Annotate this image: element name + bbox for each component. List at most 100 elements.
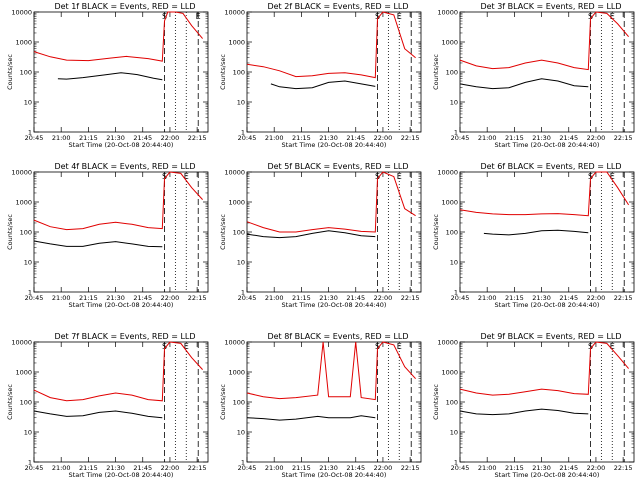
plot-frame [33,171,209,293]
x-tick-label: 21:15 [79,134,98,142]
y-tick-label: 10 [237,259,245,267]
x-tick-label: 21:45 [346,294,365,302]
y-tick-label: 10 [237,429,245,437]
series-line [33,341,203,402]
plot-frame [246,341,422,463]
y-tick-label: 10000 [437,9,458,17]
y-tick-label: 1000 [228,369,245,377]
series-line [246,171,416,233]
y-tick-label: 10000 [11,339,32,347]
series-line [246,230,376,239]
x-tick-label: 22:00 [161,134,180,142]
x-axis-label: Start Time (20-Oct-08 20:44:40) [69,471,174,479]
x-axis-label: Start Time (20-Oct-08 20:44:40) [495,301,600,309]
series-line [33,171,203,231]
x-tick-label: 22:15 [614,294,633,302]
y-axis-label: Counts/sec [6,384,14,420]
y-tick-label: 10 [450,429,458,437]
x-tick-label: 22:15 [188,134,207,142]
x-tick-label: 21:15 [505,464,524,472]
y-tick-label: 1 [28,129,32,137]
x-tick-label: 21:30 [106,464,125,472]
x-tick-label: 22:00 [374,464,393,472]
x-tick-label: 22:00 [374,134,393,142]
chart-title: Det 3f BLACK = Events, RED = LLD [480,2,621,11]
event-marker-label: E [196,12,201,21]
y-tick-label: 1000 [15,39,32,47]
y-axis-label: Counts/sec [6,54,14,90]
x-tick-label: 21:45 [133,294,152,302]
y-tick-label: 10 [450,259,458,267]
event-marker-label: E [610,172,615,181]
chart-panel: Det 1f BLACK = Events, RED = LLD 1 10 100 10… [6,2,209,149]
y-tick-label: 1000 [15,199,32,207]
chart-title: Det 7f BLACK = Events, RED = LLD [54,332,195,341]
x-tick-label: 21:00 [478,464,497,472]
x-tick-label: 22:00 [161,464,180,472]
x-tick-label: 21:30 [319,464,338,472]
series-line [459,11,629,71]
y-axis-label: Counts/sec [219,214,227,250]
x-tick-label: 20:45 [25,134,44,142]
x-tick-label: 21:00 [478,294,497,302]
x-tick-label: 21:30 [532,134,551,142]
x-tick-label: 22:00 [587,464,606,472]
y-axis-label: Counts/sec [432,54,440,90]
x-tick-label: 21:45 [346,134,365,142]
event-marker-label: E [397,12,402,21]
chart-title: Det 8f BLACK = Events, RED = LLD [267,332,408,341]
x-tick-label: 21:00 [478,134,497,142]
x-tick-label: 22:15 [188,464,207,472]
series-line [246,11,416,79]
y-tick-label: 10000 [224,9,245,17]
y-axis-label: Counts/sec [432,384,440,420]
x-tick-label: 21:00 [52,294,71,302]
chart-panel: Det 5f BLACK = Events, RED = LLD 1 10 100 10… [219,162,422,309]
x-tick-label: 22:00 [374,294,393,302]
x-tick-label: 21:00 [265,134,284,142]
chart-panel: Det 9f BLACK = Events, RED = LLD 1 10 100 10… [432,332,635,479]
y-tick-label: 100 [233,399,245,407]
y-axis-label: Counts/sec [6,214,14,250]
y-tick-label: 10 [450,99,458,107]
series-line [33,11,203,62]
x-tick-label: 21:30 [532,464,551,472]
chart-panel: Det 2f BLACK = Events, RED = LLD 1 10 100 10… [219,2,422,149]
y-tick-label: 1 [454,289,458,297]
y-tick-label: 1000 [441,369,458,377]
x-tick-label: 21:30 [106,134,125,142]
y-tick-label: 1 [241,129,245,137]
x-axis-label: Start Time (20-Oct-08 20:44:40) [282,141,387,149]
x-tick-label: 21:00 [52,134,71,142]
event-marker-label: S [375,342,380,351]
series-line [33,410,163,419]
x-tick-label: 22:15 [401,294,420,302]
y-tick-label: 10 [24,99,32,107]
x-tick-label: 20:45 [238,134,257,142]
x-tick-label: 21:45 [559,134,578,142]
y-tick-label: 1000 [228,39,245,47]
chart-title: Det 4f BLACK = Events, RED = LLD [54,162,195,171]
event-marker-label: S [375,12,380,21]
chart-title: Det 9f BLACK = Events, RED = LLD [480,332,621,341]
event-marker-label: S [588,12,593,21]
y-tick-label: 10 [237,99,245,107]
y-tick-label: 1 [241,459,245,467]
event-marker-label: E [184,342,189,351]
chart-panel: Det 8f BLACK = Events, RED = LLD 1 10 100 10… [219,332,422,479]
x-tick-label: 21:45 [559,294,578,302]
x-tick-label: 21:00 [52,464,71,472]
event-marker-label: S [375,172,380,181]
y-tick-label: 10 [24,429,32,437]
series-line [246,341,416,401]
x-tick-label: 20:45 [238,294,257,302]
x-tick-label: 21:15 [79,464,98,472]
y-tick-label: 10000 [437,169,458,177]
x-tick-label: 21:30 [319,134,338,142]
x-tick-label: 21:45 [559,464,578,472]
x-tick-label: 21:30 [532,294,551,302]
series-line [459,408,589,416]
plot-frame [459,171,635,293]
y-tick-label: 10000 [437,339,458,347]
event-marker-label: E [610,342,615,351]
